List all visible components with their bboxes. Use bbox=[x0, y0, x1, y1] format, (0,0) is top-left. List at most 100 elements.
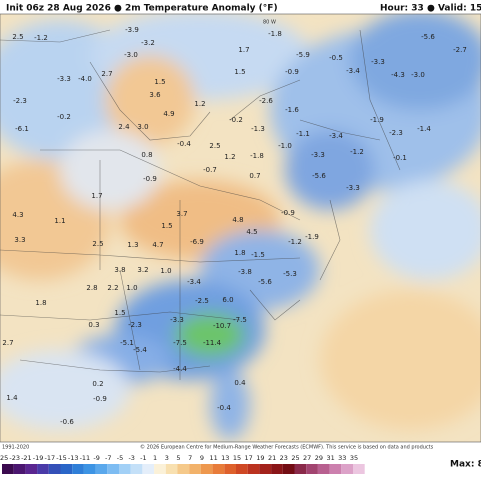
station-value: -0.6 bbox=[60, 418, 74, 426]
station-value: -2.3 bbox=[128, 321, 142, 329]
colorbar-label: 3 bbox=[165, 454, 169, 462]
colorbar-label: 35 bbox=[350, 454, 358, 462]
colorbar-swatch bbox=[13, 464, 26, 474]
station-value: -4.4 bbox=[173, 365, 187, 373]
station-value: 1.1 bbox=[54, 217, 65, 225]
station-value: 2.7 bbox=[2, 339, 13, 347]
colorbar-label: -7 bbox=[105, 454, 111, 462]
station-value: -3.9 bbox=[125, 26, 139, 34]
station-value: 2.5 bbox=[12, 33, 23, 41]
colorbar-label: 19 bbox=[256, 454, 264, 462]
station-value: 0.4 bbox=[234, 379, 246, 387]
colorbar-swatch bbox=[282, 464, 295, 474]
copyright: © 2026 European Centre for Medium-Range … bbox=[140, 444, 434, 451]
colorbar-swatch bbox=[2, 464, 14, 474]
colorbar-swatch bbox=[341, 464, 353, 474]
station-values: 2.5 -1.2 -3.9-3.2 -1.8 1.7 -3.0 1.5 2.7 -3.3 -4.0… bbox=[2, 26, 466, 426]
colorbar-swatch bbox=[317, 464, 330, 474]
station-value: 1.7 bbox=[238, 46, 249, 54]
station-value: 2.2 bbox=[107, 284, 118, 292]
station-value: 1.2 bbox=[224, 153, 235, 161]
colorbar-label: -3 bbox=[128, 454, 134, 462]
colorbar-swatch bbox=[294, 464, 307, 474]
colorbar-swatch bbox=[259, 464, 272, 474]
station-value: -5.6 bbox=[258, 278, 272, 286]
station-value: 6.0 bbox=[222, 296, 233, 304]
station-value: -3.3 bbox=[371, 58, 385, 66]
station-value: -5.9 bbox=[296, 51, 310, 59]
station-value: 2.5 bbox=[92, 240, 103, 248]
station-value: -0.1 bbox=[393, 154, 407, 162]
station-value: 1.5 bbox=[234, 68, 245, 76]
station-value: -3.4 bbox=[329, 132, 343, 140]
colorbar-swatch bbox=[212, 464, 225, 474]
colorbar-swatch bbox=[83, 464, 96, 474]
station-value: -0.4 bbox=[217, 404, 231, 412]
station-value: 4.8 bbox=[232, 216, 243, 224]
colorbar-label: -25 bbox=[0, 454, 8, 462]
colorbar-swatch bbox=[165, 464, 178, 474]
station-value: -0.2 bbox=[57, 113, 71, 121]
station-value: 1.5 bbox=[161, 222, 172, 230]
colorbar-label: 7 bbox=[188, 454, 192, 462]
colorbar-label: 21 bbox=[268, 454, 276, 462]
station-value: 1.8 bbox=[234, 249, 245, 257]
header-valid: Hour: 33 ● Valid: 15z Sat 2 bbox=[380, 4, 481, 14]
station-value: 4.3 bbox=[12, 211, 23, 219]
colorbar-swatch bbox=[329, 464, 342, 474]
colorbar-swatch bbox=[271, 464, 283, 474]
colorbar-label: -11 bbox=[80, 454, 91, 462]
colorbar-swatch bbox=[200, 464, 213, 474]
colorbar-label: 15 bbox=[233, 454, 241, 462]
colorbar-label: 1 bbox=[153, 454, 157, 462]
station-value: -5.6 bbox=[312, 172, 326, 180]
station-value: -3.4 bbox=[187, 278, 201, 286]
station-value: -7.5 bbox=[233, 316, 247, 324]
station-value: -1.9 bbox=[305, 233, 319, 241]
colorbar-label: 17 bbox=[245, 454, 253, 462]
station-value: -1.2 bbox=[34, 34, 48, 42]
station-value: 3.7 bbox=[176, 210, 187, 218]
colorbar-label: 25 bbox=[291, 454, 299, 462]
colorbar-label: 13 bbox=[221, 454, 229, 462]
station-value: -1.9 bbox=[370, 116, 384, 124]
station-value: 1.7 bbox=[91, 192, 102, 200]
colorbar-swatch bbox=[25, 464, 38, 474]
colorbar-swatch bbox=[306, 464, 318, 474]
station-value: -1.2 bbox=[350, 148, 364, 156]
station-value: -4.3 bbox=[391, 71, 405, 79]
station-value: 2.5 bbox=[209, 142, 220, 150]
colorbar-label: -13 bbox=[68, 454, 79, 462]
longitude-label: 80 W bbox=[263, 20, 276, 26]
station-value: 1.4 bbox=[6, 394, 18, 402]
anomaly-field bbox=[0, 14, 481, 442]
colorbar-swatch bbox=[177, 464, 190, 474]
station-value: -3.3 bbox=[170, 316, 184, 324]
colorbar-swatch bbox=[142, 464, 155, 474]
station-value: 2.4 bbox=[118, 123, 130, 131]
station-value: -5.3 bbox=[283, 270, 297, 278]
station-value: -0.9 bbox=[143, 175, 157, 183]
station-value: -2.3 bbox=[389, 129, 403, 137]
colorbar-label: -23 bbox=[9, 454, 20, 462]
station-value: -1.5 bbox=[251, 251, 265, 259]
station-value: -1.8 bbox=[268, 30, 282, 38]
station-value: -5.1 bbox=[120, 339, 134, 347]
station-value: -2.3 bbox=[13, 97, 27, 105]
station-value: -0.4 bbox=[177, 140, 191, 148]
station-value: 0.2 bbox=[92, 380, 103, 388]
colorbar-label: -17 bbox=[44, 454, 55, 462]
station-value: 3.8 bbox=[114, 266, 125, 274]
colorbar-swatch bbox=[119, 464, 131, 474]
station-value: -1.6 bbox=[285, 106, 299, 114]
station-value: -3.3 bbox=[311, 151, 325, 159]
colorbar-swatch bbox=[189, 464, 201, 474]
colorbar: -25-23-21-19-17-15-13-11-9-7-5-3-1135791… bbox=[0, 454, 365, 474]
station-value: -6.1 bbox=[15, 125, 29, 133]
station-value: 3.6 bbox=[149, 91, 161, 99]
station-value: 1.0 bbox=[160, 267, 171, 275]
station-value: -3.4 bbox=[346, 67, 360, 75]
station-value: -1.2 bbox=[288, 238, 302, 246]
